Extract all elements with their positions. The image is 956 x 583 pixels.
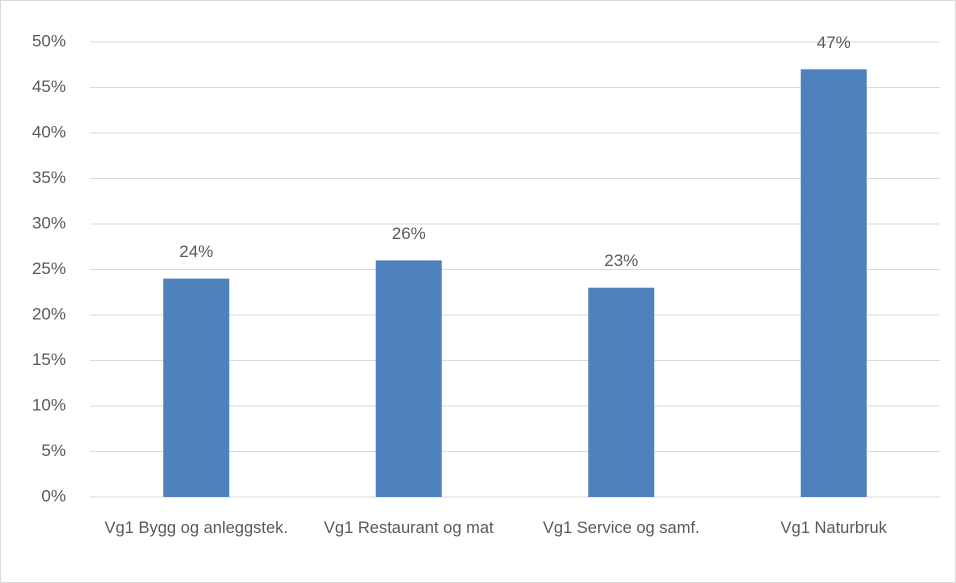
y-tick-label: 25% bbox=[32, 259, 66, 278]
data-label: 47% bbox=[817, 33, 851, 52]
x-tick-label: Vg1 Service og samf. bbox=[542, 519, 700, 537]
data-label: 24% bbox=[179, 242, 213, 261]
y-tick-label: 20% bbox=[32, 304, 66, 323]
y-tick-label: 45% bbox=[32, 77, 66, 96]
data-label: 23% bbox=[604, 251, 638, 270]
data-label: 26% bbox=[392, 224, 426, 243]
x-tick-label: Vg1 Restaurant og mat bbox=[323, 519, 494, 537]
bar bbox=[375, 260, 442, 497]
bar bbox=[800, 69, 867, 498]
x-tick-label: Vg1 Naturbruk bbox=[780, 519, 887, 537]
y-tick-label: 15% bbox=[32, 350, 66, 369]
y-tick-label: 40% bbox=[32, 122, 66, 141]
bar bbox=[163, 278, 230, 497]
y-tick-label: 30% bbox=[32, 213, 66, 232]
y-tick-label: 5% bbox=[41, 441, 66, 460]
x-tick-label: Vg1 Bygg og anleggstek. bbox=[104, 519, 288, 537]
y-tick-label: 0% bbox=[41, 486, 66, 505]
bar bbox=[588, 287, 655, 497]
y-tick-label: 10% bbox=[32, 395, 66, 414]
y-tick-label: 35% bbox=[32, 168, 66, 187]
y-tick-label: 50% bbox=[32, 31, 66, 50]
